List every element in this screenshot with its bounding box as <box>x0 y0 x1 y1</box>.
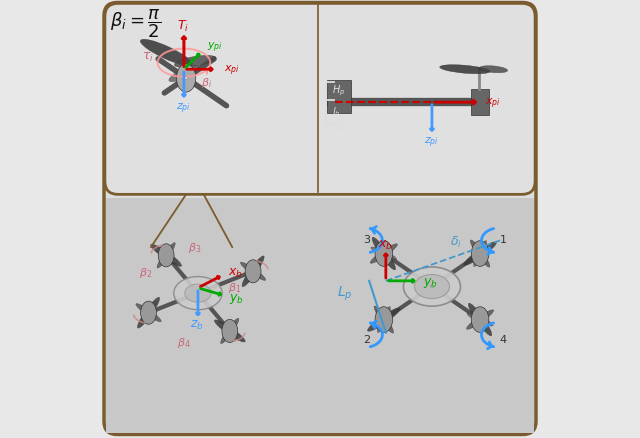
Text: $y_b$: $y_b$ <box>228 292 244 306</box>
Text: $\beta_4$: $\beta_4$ <box>177 336 191 350</box>
Text: $\beta_i = \dfrac{\pi}{2}$: $\beta_i = \dfrac{\pi}{2}$ <box>110 8 161 40</box>
Ellipse shape <box>479 67 508 74</box>
Ellipse shape <box>158 244 174 267</box>
Ellipse shape <box>177 65 196 93</box>
Ellipse shape <box>467 313 493 326</box>
Ellipse shape <box>185 284 211 303</box>
Text: $\delta_i$: $\delta_i$ <box>449 234 461 249</box>
FancyBboxPatch shape <box>105 4 535 195</box>
Text: $x_{pi}$: $x_{pi}$ <box>484 97 500 111</box>
Ellipse shape <box>467 310 493 329</box>
Ellipse shape <box>471 307 489 332</box>
Ellipse shape <box>214 320 245 342</box>
Text: $H_p$: $H_p$ <box>332 84 346 98</box>
Ellipse shape <box>141 301 156 325</box>
Text: $\tau_i$: $\tau_i$ <box>142 51 154 64</box>
Ellipse shape <box>377 307 390 333</box>
Ellipse shape <box>140 40 193 67</box>
Ellipse shape <box>367 308 400 332</box>
Ellipse shape <box>169 67 199 82</box>
Text: $y_b$: $y_b$ <box>423 275 438 289</box>
Ellipse shape <box>174 277 222 310</box>
Ellipse shape <box>468 304 492 336</box>
Ellipse shape <box>141 302 156 324</box>
Ellipse shape <box>403 267 461 307</box>
Ellipse shape <box>374 306 394 333</box>
Text: $2$: $2$ <box>363 332 371 344</box>
Bar <box>472 90 489 116</box>
Text: $l_b$: $l_b$ <box>332 105 341 119</box>
Text: $z_{pi}$: $z_{pi}$ <box>175 102 191 116</box>
Ellipse shape <box>471 241 489 267</box>
Text: $L_p$: $L_p$ <box>337 284 352 303</box>
Ellipse shape <box>414 275 449 299</box>
Text: $1$: $1$ <box>499 233 507 245</box>
Ellipse shape <box>184 78 188 80</box>
Ellipse shape <box>470 240 490 268</box>
Text: $\beta_i$: $\beta_i$ <box>200 75 212 89</box>
Ellipse shape <box>241 263 266 281</box>
Text: $T_i$: $T_i$ <box>177 19 189 34</box>
Ellipse shape <box>245 260 261 283</box>
Ellipse shape <box>174 56 216 68</box>
Ellipse shape <box>371 247 397 261</box>
Text: $z_b$: $z_b$ <box>190 318 204 332</box>
Ellipse shape <box>156 248 177 264</box>
Ellipse shape <box>474 241 486 267</box>
Text: $O_b$: $O_b$ <box>333 120 347 134</box>
Text: $4$: $4$ <box>499 332 508 344</box>
Ellipse shape <box>221 318 239 344</box>
Ellipse shape <box>245 261 261 283</box>
Ellipse shape <box>375 241 392 267</box>
Ellipse shape <box>219 323 241 339</box>
Text: $y_{pi}$: $y_{pi}$ <box>207 40 223 54</box>
Ellipse shape <box>150 245 182 267</box>
Text: $z_{pi}$: $z_{pi}$ <box>424 135 438 149</box>
Text: $x_{pi}$: $x_{pi}$ <box>224 64 240 78</box>
Text: $\beta_3$: $\beta_3$ <box>188 240 202 254</box>
Text: $x_b$: $x_b$ <box>228 266 243 279</box>
Ellipse shape <box>222 320 237 343</box>
Text: $\beta_2$: $\beta_2$ <box>139 265 152 279</box>
Ellipse shape <box>430 286 434 288</box>
Ellipse shape <box>372 238 396 270</box>
Ellipse shape <box>138 297 159 328</box>
Bar <box>326 81 351 114</box>
Ellipse shape <box>375 307 392 332</box>
Ellipse shape <box>370 244 397 264</box>
Ellipse shape <box>464 242 497 266</box>
Ellipse shape <box>136 304 161 322</box>
Bar <box>106 198 534 433</box>
Ellipse shape <box>242 256 264 287</box>
Ellipse shape <box>440 66 490 74</box>
Text: $\beta_1$: $\beta_1$ <box>228 280 241 294</box>
FancyBboxPatch shape <box>104 4 536 434</box>
Text: $3$: $3$ <box>363 233 371 245</box>
Ellipse shape <box>157 243 175 268</box>
Text: $x_b$: $x_b$ <box>378 239 392 252</box>
